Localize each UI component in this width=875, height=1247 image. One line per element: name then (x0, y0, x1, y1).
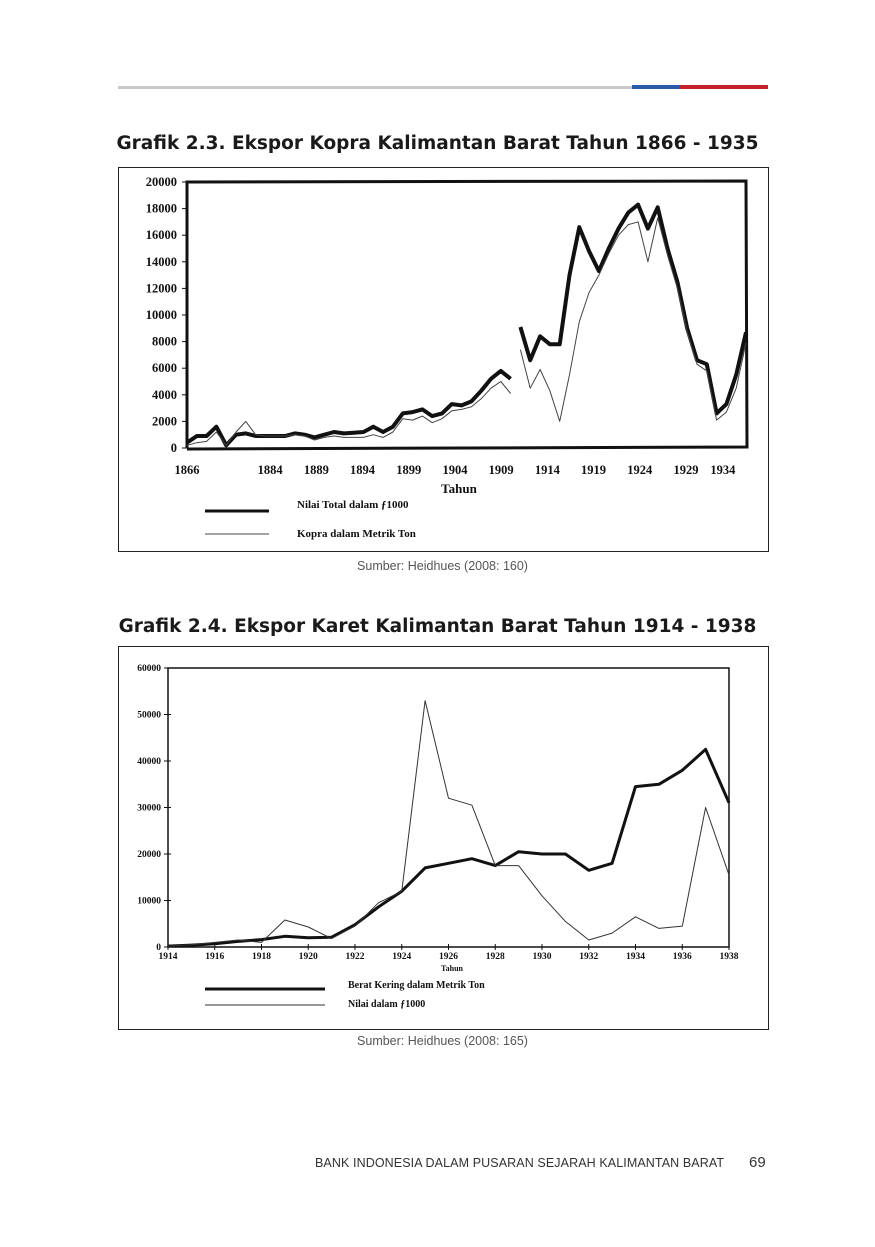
x-tick-label: 1922 (346, 952, 365, 962)
header-rule-blue (632, 85, 680, 89)
chart-1-frame: 0 2000 4000 6000 8000 10000 12000 14000 16000 180… (118, 167, 769, 552)
x-tick-label: 1928 (486, 952, 505, 962)
y-tick-label: 12000 (146, 281, 177, 295)
y-tick-label: 10000 (146, 308, 177, 322)
x-tick-label: 1929 (673, 463, 698, 477)
legend-label: Nilai Total dalam ƒ1000 (297, 499, 409, 511)
x-tick-label: 1916 (205, 952, 224, 962)
x-tick-label: 1934 (710, 463, 736, 477)
y-tick-label: 2000 (152, 414, 177, 428)
x-tick-label: 1909 (489, 463, 514, 477)
y-tick-label: 14000 (146, 255, 177, 269)
y-tick-label: 8000 (152, 335, 177, 349)
plot-frame (185, 179, 749, 451)
copra-export-chart: 0 2000 4000 6000 8000 10000 12000 14000 16000 180… (146, 175, 749, 540)
chart-2-frame: 0 10000 20000 30000 40000 50000 60000 1914 1916 1… (118, 646, 769, 1030)
y-tick-label: 18000 (146, 202, 177, 216)
series-berat-kering-line (167, 747, 731, 948)
x-tick-label: 1930 (533, 952, 552, 962)
x-tick-label: 1938 (720, 952, 739, 962)
page-number: 69 (749, 1154, 766, 1171)
x-tick-label: 1914 (535, 463, 561, 477)
x-tick-label: 1924 (392, 952, 411, 962)
legend-label: Berat Kering dalam Metrik Ton (348, 980, 485, 991)
y-tick-label: 0 (171, 441, 177, 455)
plot-frame (167, 667, 730, 948)
x-tick-label: 1924 (627, 463, 653, 477)
series-nilai-total-line (185, 368, 512, 448)
x-axis-label: Tahun (441, 481, 477, 496)
figure-1-title: Grafik 2.3. Ekspor Kopra Kalimantan Bara… (116, 133, 759, 154)
y-tick-label: 4000 (152, 388, 177, 402)
x-axis-label: Tahun (441, 964, 464, 973)
legend-label: Nilai dalam ƒ1000 (348, 999, 425, 1010)
y-tick-label: 40000 (137, 757, 161, 767)
y-tick-label: 10000 (137, 897, 161, 907)
y-tick-label: 20000 (137, 850, 161, 860)
y-tick-label: 16000 (146, 228, 177, 242)
series-nilai-total-line (518, 202, 748, 416)
x-tick-label: 1884 (258, 463, 284, 477)
x-tick-label: 1926 (439, 952, 458, 962)
y-tick-label: 6000 (152, 361, 177, 375)
y-tick-label: 50000 (137, 711, 161, 721)
x-tick-label: 1866 (175, 463, 200, 477)
series-kopra-line (519, 217, 747, 422)
series-kopra-line (186, 381, 511, 446)
y-tick-label: 30000 (137, 804, 161, 814)
header-rule-red (680, 85, 768, 89)
y-tick-label: 60000 (137, 664, 161, 674)
figure-2-title: Grafik 2.4. Ekspor Karet Kalimantan Bara… (118, 616, 757, 637)
y-tick-label: 20000 (146, 175, 177, 189)
figure-2-source: Sumber: Heidhues (2008: 165) (357, 1034, 528, 1048)
x-tick-label: 1899 (396, 463, 421, 477)
figure-1-source: Sumber: Heidhues (2008: 160) (357, 559, 528, 573)
x-tick-label: 1918 (252, 952, 271, 962)
footer-book-title: BANK INDONESIA DALAM PUSARAN SEJARAH KAL… (315, 1156, 725, 1170)
x-tick-label: 1914 (159, 952, 178, 962)
y-tick-label: 0 (156, 943, 161, 953)
series-nilai-line (167, 700, 730, 947)
rubber-export-chart: 0 10000 20000 30000 40000 50000 60000 1914 1916 1… (137, 664, 739, 1010)
x-tick-label: 1936 (673, 952, 692, 962)
x-tick-label: 1904 (442, 463, 468, 477)
x-tick-label: 1934 (626, 952, 645, 962)
x-tick-label: 1932 (579, 952, 598, 962)
x-tick-label: 1889 (304, 463, 329, 477)
legend-label: Kopra dalam Metrik Ton (297, 528, 416, 540)
x-tick-label: 1919 (581, 463, 606, 477)
x-tick-label: 1920 (299, 952, 318, 962)
x-tick-label: 1894 (350, 463, 376, 477)
header-rule-grey (118, 86, 632, 89)
